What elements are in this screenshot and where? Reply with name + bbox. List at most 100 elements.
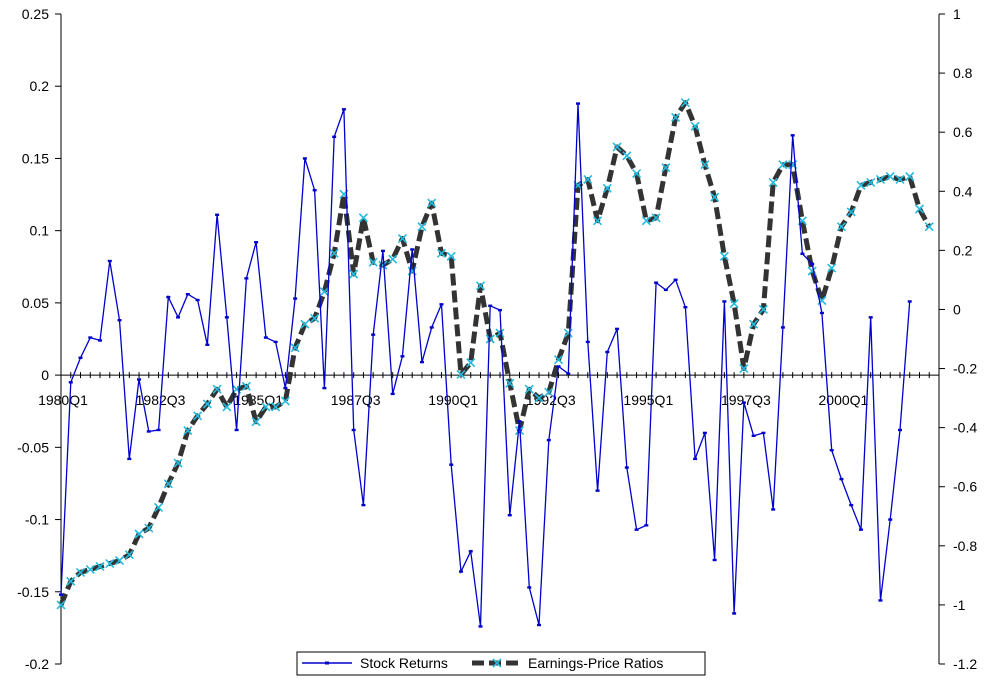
left-tick-label: 0.2	[30, 78, 50, 94]
earnings-price-point	[280, 396, 290, 406]
stock-returns-point	[829, 449, 834, 452]
earnings-price-point	[388, 254, 398, 264]
stock-returns-point	[615, 327, 620, 331]
legend-stock-returns-marker	[325, 661, 329, 665]
stock-returns-point	[878, 599, 883, 602]
stock-returns-point	[351, 428, 356, 432]
stock-returns-point	[156, 428, 161, 432]
stock-returns-point	[732, 612, 737, 615]
earnings-price-point	[671, 112, 681, 122]
stock-returns-point	[517, 420, 522, 423]
stock-returns-point	[897, 428, 902, 432]
x-tick-label: 1980Q1	[38, 392, 88, 408]
stock-returns-point	[683, 306, 688, 309]
right-tick-label: 1	[953, 6, 961, 22]
earnings-price-point	[202, 399, 212, 409]
stock-returns-point	[810, 262, 815, 266]
stock-returns-point	[88, 336, 93, 339]
stock-returns-point	[117, 319, 122, 322]
earnings-price-point	[895, 174, 905, 185]
earnings-price-point	[505, 378, 515, 388]
stock-returns-point	[693, 457, 698, 461]
earnings-price-point	[846, 207, 856, 217]
earnings-price-point	[592, 216, 603, 226]
stock-returns-point	[380, 249, 385, 253]
earnings-price-point	[719, 251, 729, 261]
stock-returns-point	[332, 135, 337, 138]
stock-returns-point	[263, 336, 268, 339]
earnings-price-point	[758, 304, 768, 315]
earnings-price-point	[261, 402, 271, 412]
stock-returns-point	[556, 365, 561, 368]
left-tick-label: -0.05	[17, 439, 49, 455]
stock-returns-point	[273, 340, 278, 344]
stock-returns-point	[771, 508, 776, 511]
stock-returns-point	[527, 586, 532, 589]
stock-returns-point	[78, 356, 83, 359]
stock-returns-point	[468, 550, 473, 553]
stock-returns-point	[546, 438, 551, 442]
stock-returns-point	[751, 434, 756, 437]
stock-returns-point	[478, 625, 483, 628]
stock-returns-point	[244, 277, 249, 280]
stock-returns-point	[761, 431, 766, 435]
axes	[55, 13, 945, 665]
left-tick-label: 0.05	[22, 295, 49, 311]
stock-returns-point	[858, 528, 863, 531]
legend-earnings-price-marker	[492, 658, 502, 668]
stock-returns-point	[576, 102, 581, 105]
right-tick-label: -0.8	[953, 538, 977, 554]
tick-labels: -0.2 -0.15 -0.1 -0.05 0 0.05 0.1 0.15 0.2 0.25 -1.…	[17, 6, 977, 672]
right-tick-label: 0.8	[953, 65, 973, 81]
right-tick-label: 0.2	[953, 242, 973, 258]
stock-returns-point	[215, 213, 220, 216]
stock-returns-point	[624, 466, 629, 469]
earnings-price-point	[358, 213, 368, 223]
earnings-price-point	[329, 248, 339, 258]
stock-returns-point	[819, 311, 824, 315]
earnings-price-point	[856, 180, 866, 190]
stock-returns-point	[654, 281, 659, 284]
stock-returns-point	[176, 316, 181, 319]
series-layer	[56, 98, 934, 628]
stock-returns-point	[224, 316, 229, 319]
earnings-price-point	[885, 171, 895, 182]
earnings-price-point	[75, 567, 86, 577]
stock-returns-point	[507, 514, 512, 517]
stock-returns-point	[254, 241, 259, 244]
left-tick-label: -0.15	[17, 584, 49, 600]
earnings-price-point	[212, 384, 222, 394]
earnings-price-point	[66, 576, 76, 586]
earnings-price-point	[827, 263, 837, 273]
stock-returns-point	[712, 558, 717, 562]
earnings-price-point	[456, 369, 466, 380]
earnings-price-point	[56, 600, 66, 610]
earnings-price-point	[651, 213, 661, 223]
earnings-price-point	[446, 251, 456, 261]
stock-returns-point	[888, 518, 893, 521]
earnings-price-point	[290, 343, 300, 353]
stock-returns-point	[741, 401, 746, 404]
earnings-price-point	[319, 287, 329, 297]
earnings-price-point	[271, 402, 281, 412]
right-tick-label: -1.2	[953, 656, 977, 672]
earnings-price-point	[114, 556, 125, 566]
earnings-price-point	[700, 160, 710, 170]
stock-returns-point	[146, 430, 151, 433]
earnings-price-point	[153, 502, 164, 512]
left-tick-label: 0	[41, 367, 49, 383]
stock-returns-point	[663, 288, 668, 292]
earnings-price-point	[544, 387, 554, 397]
earnings-price-point	[193, 411, 203, 421]
legend-earnings-price-label: Earnings-Price Ratios	[528, 655, 663, 671]
stock-returns-point	[780, 326, 785, 329]
stock-returns-point	[371, 333, 376, 336]
right-tick-label: -0.4	[953, 420, 977, 436]
left-tick-label: 0.15	[22, 150, 49, 166]
stock-returns-point	[195, 298, 200, 302]
earnings-price-point	[680, 98, 690, 108]
stock-returns-point	[644, 524, 649, 527]
earnings-price-point	[163, 479, 173, 489]
earnings-price-point	[349, 269, 359, 279]
earnings-price-point	[397, 233, 408, 244]
